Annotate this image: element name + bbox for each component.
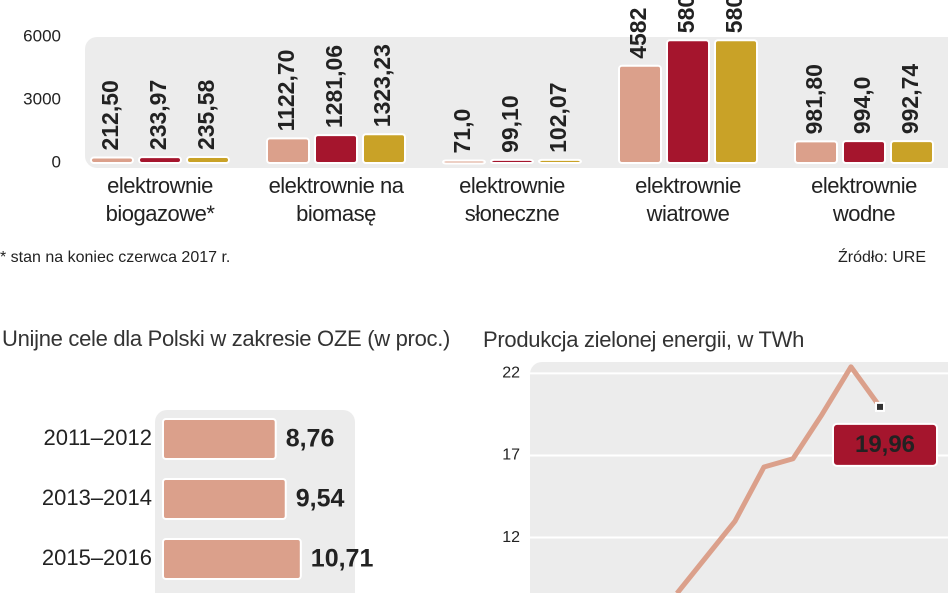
- value-label: 992,74: [897, 64, 923, 135]
- label-box: [832, 422, 938, 467]
- value-label: 233,97: [145, 80, 171, 150]
- bar: [666, 39, 710, 165]
- bar: [162, 478, 287, 520]
- point-marker: [875, 401, 885, 412]
- bar: [138, 156, 182, 164]
- value-label: 4582: [625, 8, 651, 59]
- value-label: 8,76: [286, 425, 335, 453]
- y-tick-label: 12: [502, 529, 520, 546]
- value-label: 212,50: [97, 80, 123, 150]
- y-tick-label: 0: [52, 152, 61, 171]
- y-tick-label: 22: [502, 365, 520, 382]
- x-tick-label: elektrownie na biomasę: [268, 173, 404, 226]
- y-tick-label: 2015–2016: [42, 545, 152, 570]
- y-tick-label: 3000: [23, 89, 61, 108]
- x-tick-label: elektrownie biogazowe*: [105, 173, 215, 226]
- bar: [538, 158, 582, 165]
- source: Źródło: URE: [838, 247, 926, 266]
- bar: [362, 133, 406, 165]
- x-tick-label: elektrownie wiatrowe: [635, 173, 741, 226]
- chart-title: Unijne cele dla Polski w zakresie OZE (w…: [2, 326, 451, 351]
- bar: [186, 156, 230, 165]
- y-tick-label: 2011–2012: [44, 425, 153, 450]
- bar: [618, 64, 662, 164]
- footnote: * stan na koniec czerwca 2017 r.: [0, 249, 230, 266]
- chart-title: Produkcja zielonej energii, w TWh: [483, 327, 805, 352]
- value-label: 9,54: [296, 485, 345, 513]
- bar: [794, 140, 838, 165]
- bar: [442, 159, 486, 165]
- value-label: 1281,06: [321, 45, 347, 128]
- value-label: 994,0: [849, 77, 875, 135]
- y-tick-label: 6000: [23, 26, 61, 45]
- bar: [90, 156, 134, 165]
- value-label: 5800: [721, 0, 747, 33]
- bar: [842, 140, 886, 165]
- value-label: 1122,70: [273, 50, 299, 132]
- bar: [162, 418, 277, 460]
- value-label: 5800: [673, 0, 699, 33]
- x-tick-label: elektrownie słoneczne: [459, 173, 565, 226]
- x-tick-label: elektrownie wodne: [811, 173, 917, 226]
- bar: [490, 158, 534, 164]
- value-label: 235,58: [193, 79, 219, 150]
- bar: [162, 538, 302, 580]
- bar: [890, 140, 934, 165]
- value-label: 19,96: [855, 431, 915, 458]
- y-tick-label: 17: [502, 447, 520, 464]
- bar: [314, 134, 358, 164]
- value-label: 102,07: [545, 82, 571, 152]
- value-label: 1323,23: [369, 44, 395, 127]
- bar: [714, 39, 758, 165]
- value-label: 71,0: [449, 109, 475, 154]
- value-label: 99,10: [497, 95, 523, 153]
- line: [675, 364, 883, 593]
- value-label: 10,71: [311, 545, 374, 573]
- value-label: 981,80: [801, 64, 827, 134]
- bar: [266, 137, 310, 164]
- y-tick-label: 2013–2014: [42, 485, 152, 510]
- plot-background: [530, 362, 948, 593]
